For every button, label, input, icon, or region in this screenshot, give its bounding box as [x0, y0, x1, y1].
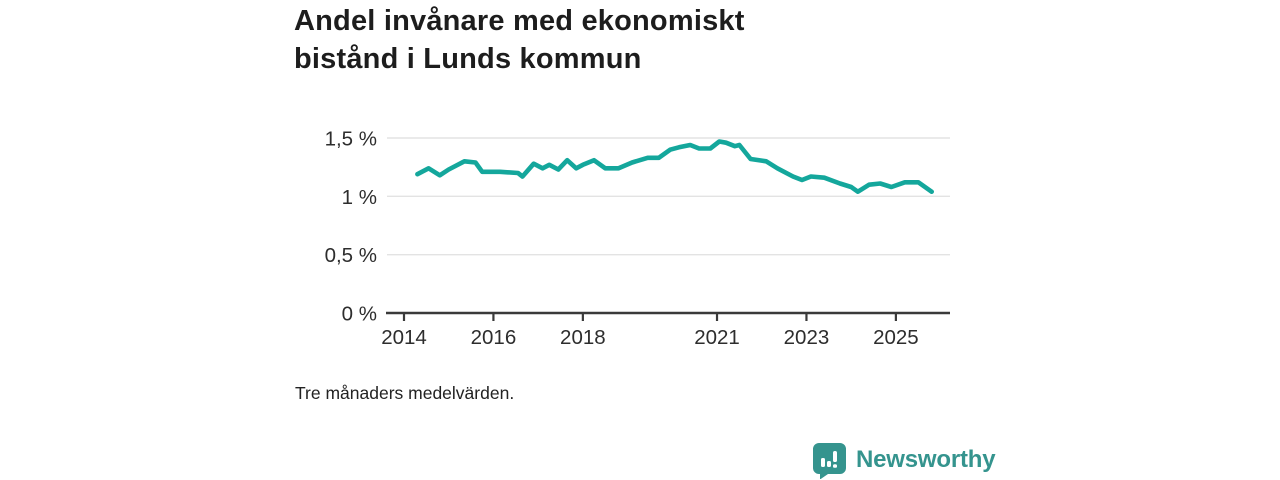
bar-chart-speech-bubble-icon: [813, 443, 846, 479]
data-line: [415, 139, 935, 194]
page-title-line-2: bistånd i Lunds kommun: [294, 43, 642, 75]
y-axis-tick-label: 1,5 %: [325, 128, 377, 151]
y-axis-tick-label: 1 %: [342, 186, 377, 209]
x-axis-tick-label: 2025: [873, 326, 919, 349]
y-axis-tick-label: 0,5 %: [325, 244, 377, 267]
newsworthy-logo[interactable]: Newsworthy: [812, 441, 996, 479]
footnote-text: Tre månaders medelvärden.: [295, 383, 515, 403]
x-axis-tick-label: 2018: [560, 326, 606, 349]
page-title-line-1: Andel invånare med ekonomiskt: [294, 5, 745, 37]
y-axis-tick-label: 0 %: [342, 303, 377, 326]
page-title: Andel invånare med ekonomiskt bistånd i …: [294, 2, 934, 78]
x-axis-tick-label: 2021: [694, 326, 740, 349]
x-axis-tick-label: 2023: [784, 326, 830, 349]
newsworthy-wordmark: Newsworthy: [856, 446, 996, 473]
x-axis-tick-label: 2014: [381, 326, 427, 349]
x-axis-tick-label: 2016: [471, 326, 517, 349]
